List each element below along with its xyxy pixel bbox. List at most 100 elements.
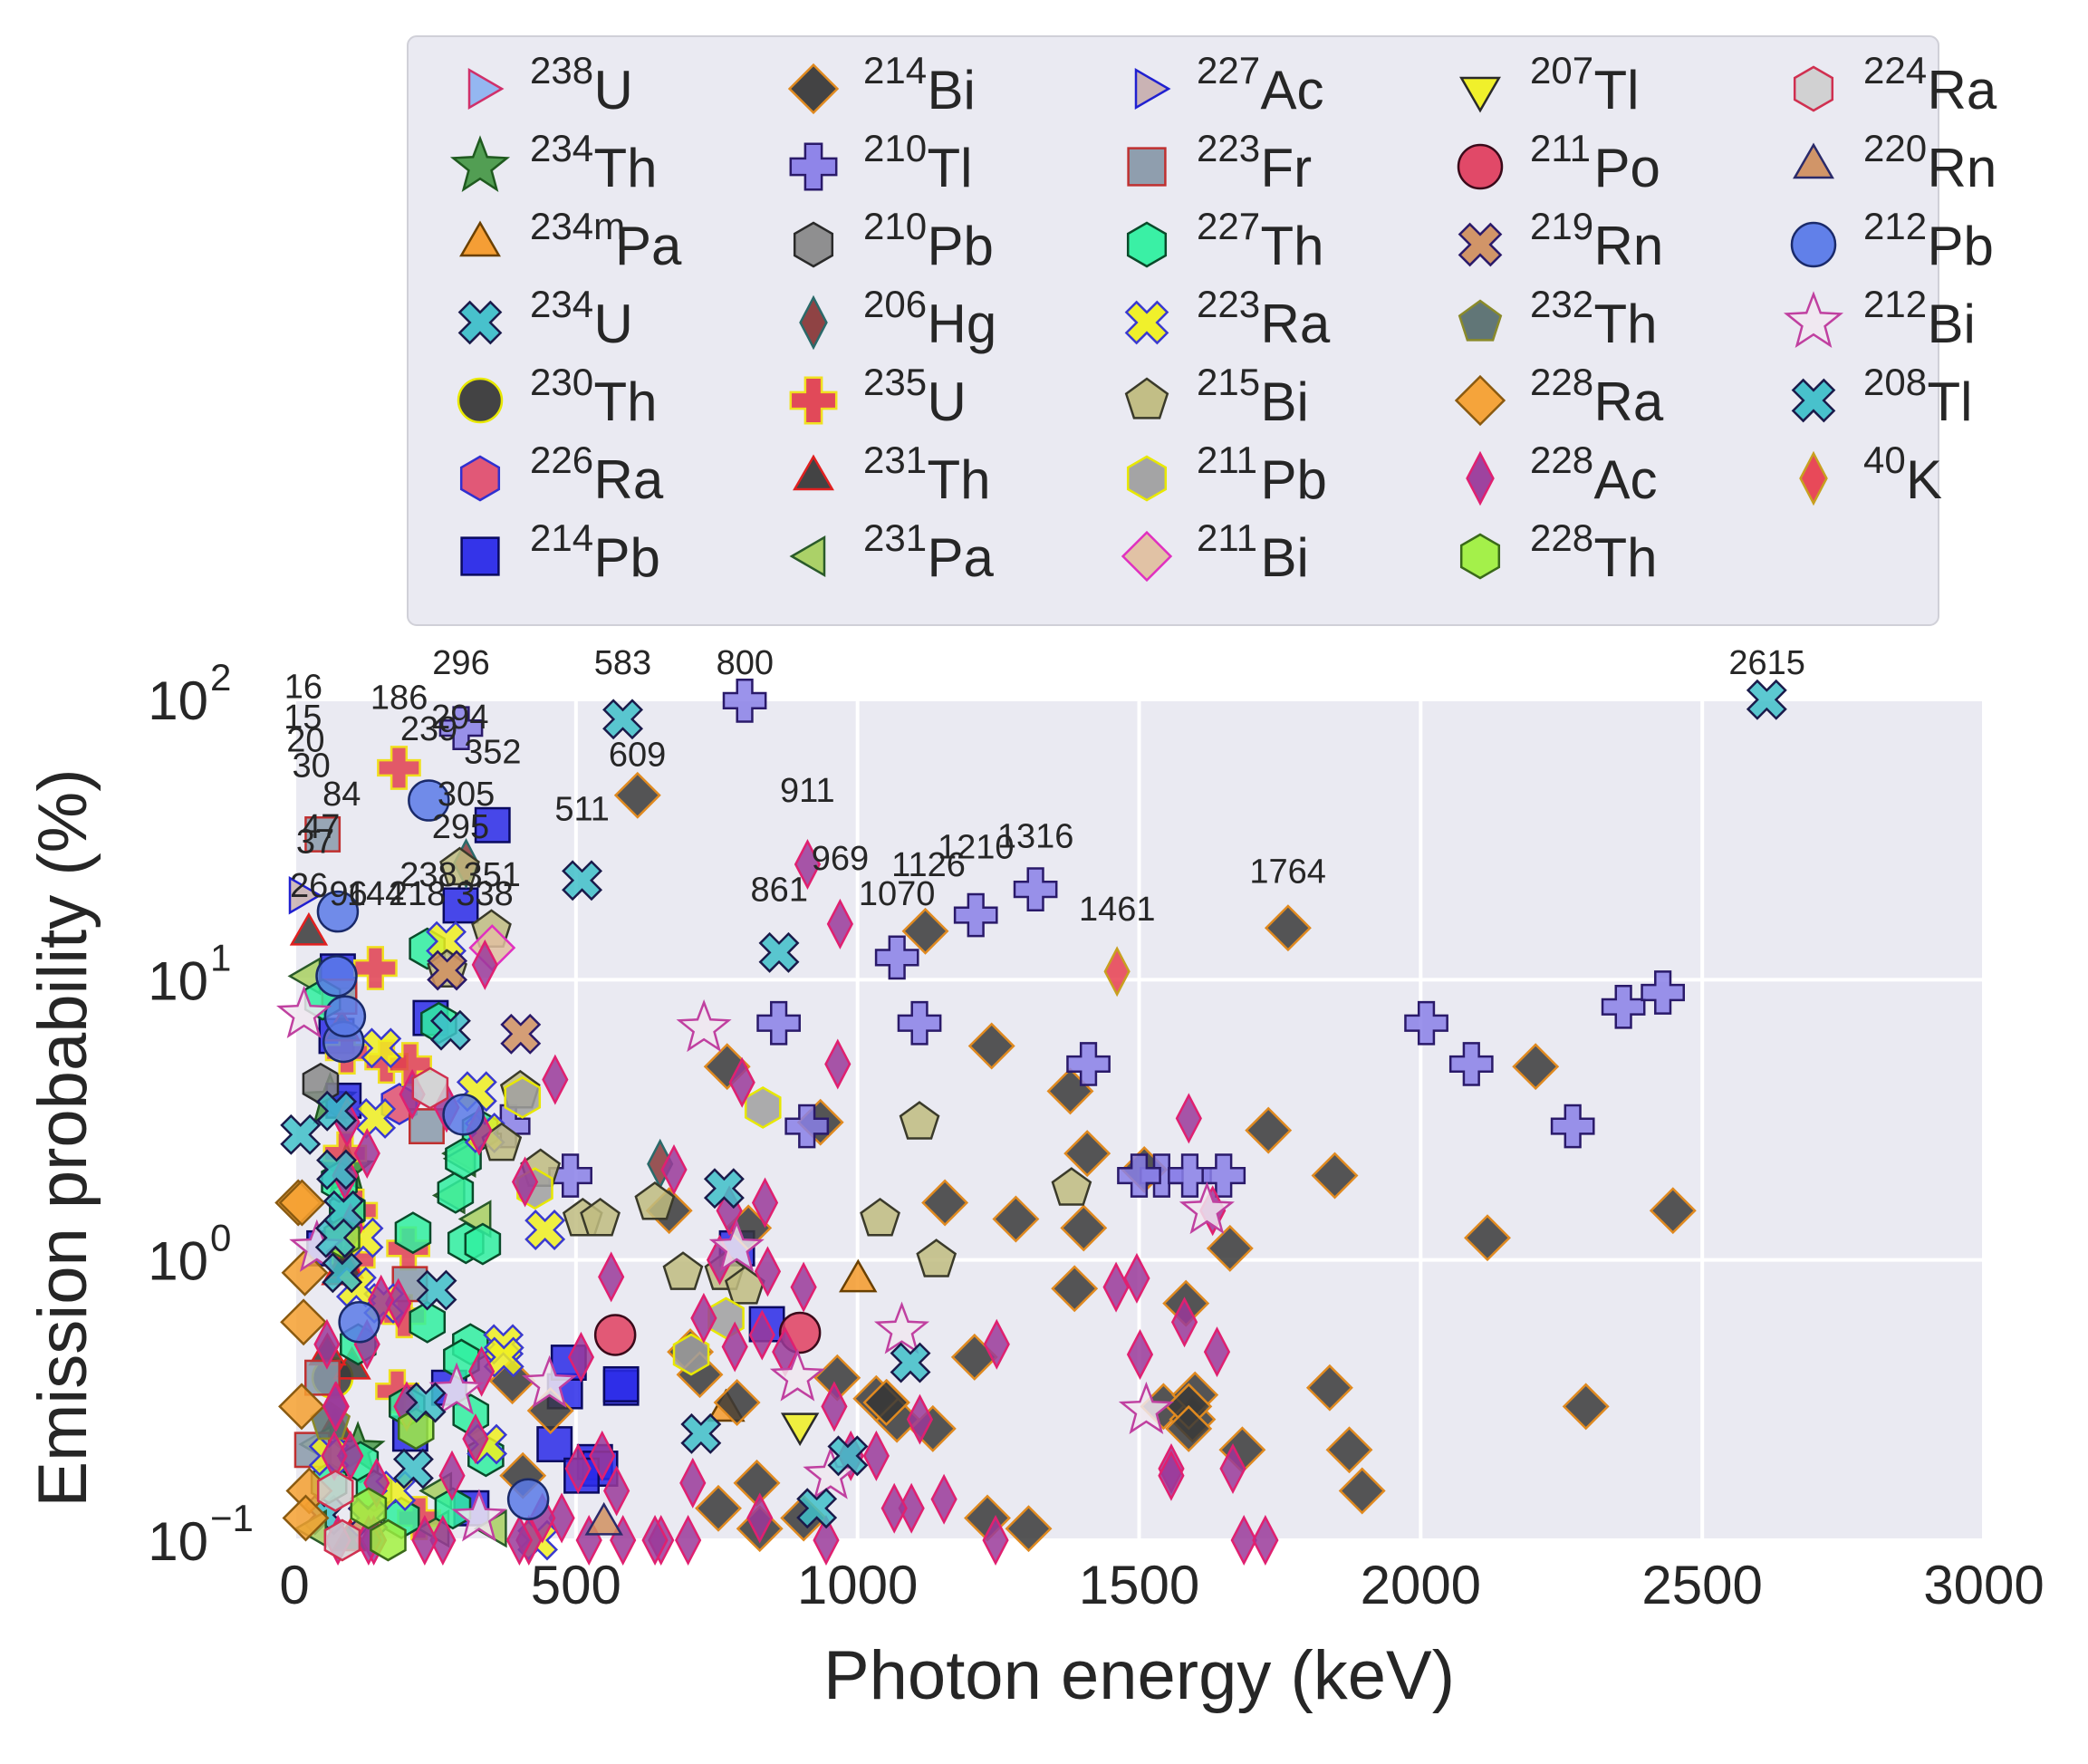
- data-point-228Ac: [728, 1056, 755, 1108]
- peak-label: 2615: [1728, 644, 1805, 682]
- data-point-224Ra: [323, 1518, 361, 1562]
- legend-item-211Po: 211 Po: [1457, 127, 1660, 198]
- legend-marker: [1790, 221, 1837, 268]
- legend-label-sup: 234: [530, 283, 593, 325]
- legend-label-sup: 234: [530, 127, 593, 169]
- legend-label: Tl: [1928, 371, 1973, 432]
- data-point-228Ac: [564, 1443, 592, 1495]
- data-point-40K: [1103, 946, 1131, 998]
- legend-label-sup: 214: [530, 516, 593, 559]
- peak-label: 609: [609, 736, 666, 774]
- data-point-208Tl: [405, 1382, 447, 1423]
- legend-label-sup: 235: [863, 361, 927, 403]
- peak-label: 84: [322, 776, 361, 814]
- data-point-228Ac: [1252, 1514, 1279, 1566]
- x-tick-label: 1500: [1079, 1555, 1199, 1615]
- data-point-223Ra: [483, 1336, 524, 1378]
- data-point-211Pb: [504, 1075, 542, 1119]
- data-point-228Ac: [1219, 1443, 1246, 1495]
- data-point-214Bi: [1562, 1383, 1610, 1431]
- data-point-228Ac: [790, 1261, 817, 1313]
- data-point-228Ac: [826, 898, 854, 949]
- legend-marker: [460, 536, 500, 576]
- peak-label: 96: [330, 875, 368, 913]
- data-point-224Ra: [316, 1470, 354, 1512]
- data-point-228Ac: [1102, 1261, 1130, 1313]
- data-point-212Bi: [873, 1301, 930, 1354]
- legend-label-sup: 228: [1530, 361, 1593, 403]
- legend-label: U: [594, 294, 633, 354]
- data-point-228Ac: [983, 1318, 1010, 1370]
- peak-label: 20: [286, 721, 324, 759]
- legend-marker: [1793, 142, 1834, 179]
- legend-label: Bi: [928, 60, 976, 120]
- peak-label: 511: [554, 791, 610, 829]
- data-point-210Tl: [1641, 970, 1685, 1015]
- data-point-212Pb: [442, 1094, 485, 1136]
- data-point-228Ac: [603, 1465, 630, 1517]
- legend-item-208Tl: 208 Tl: [1791, 361, 1973, 432]
- legend-item-223Fr: 223 Fr: [1127, 127, 1312, 198]
- legend-label-sup: 227: [1197, 49, 1260, 92]
- data-point-214Bi: [813, 1354, 861, 1402]
- data-point-214Bi: [901, 907, 949, 955]
- peak-label: 338: [456, 875, 513, 913]
- legend-label-sup: 223: [1197, 127, 1260, 169]
- legend-label: U: [594, 60, 633, 120]
- legend-item-238U: 238 U: [467, 49, 633, 120]
- data-point-228Ac: [1123, 1252, 1150, 1304]
- legend-label: Pb: [594, 527, 660, 588]
- legend-marker: [457, 300, 503, 345]
- data-point-214Bi: [1218, 1426, 1266, 1474]
- data-point-227Th: [464, 1222, 502, 1266]
- legend-label-sup: 220: [1863, 127, 1927, 169]
- data-point-228Ac: [313, 1318, 341, 1370]
- data-point-210Tl: [897, 1000, 942, 1046]
- data-point-208Tl: [703, 1168, 745, 1210]
- legend-label: Ra: [1594, 371, 1664, 432]
- legend-marker: [1459, 533, 1501, 580]
- peak-label: 37: [296, 823, 334, 861]
- data-point-211Pb: [744, 1085, 782, 1129]
- legend-marker: [1121, 530, 1173, 583]
- legend-label-sup: 206: [863, 283, 927, 325]
- legend-label: U: [928, 371, 967, 432]
- legend-label: Hg: [928, 294, 997, 354]
- legend-marker: [1126, 221, 1168, 268]
- data-point-210Tl: [722, 679, 767, 723]
- legend-label: Ac: [1594, 449, 1658, 510]
- legend-item-231Th: 231 Th: [793, 439, 991, 510]
- legend-label-sup: 212: [1863, 205, 1927, 247]
- data-point-210Tl: [1201, 1153, 1246, 1198]
- peak-label: 294: [431, 699, 488, 737]
- data-point-228Ac: [641, 1514, 669, 1566]
- data-point-215Bi: [439, 846, 480, 886]
- legend-marker: [1466, 450, 1495, 506]
- legend-label-sup: 211: [1197, 516, 1257, 559]
- peak-label: 911: [780, 772, 835, 810]
- data-point-235U: [377, 746, 421, 790]
- y-tick-label: 10: [148, 950, 208, 1011]
- data-point-228Ac: [322, 1381, 349, 1432]
- peak-label: 583: [594, 644, 651, 682]
- legend-label: Th: [594, 138, 658, 198]
- data-point-208Tl: [429, 1009, 471, 1051]
- legend-item-214Pb: 214 Pb: [460, 516, 660, 588]
- data-point-228Ac: [930, 1473, 957, 1525]
- data-point-210Tl: [1168, 1153, 1212, 1198]
- data-point-210Tl: [1448, 1042, 1494, 1086]
- legend-label: Bi: [1261, 527, 1309, 588]
- data-point-228Ra: [280, 1298, 328, 1346]
- data-point-212Bi: [1179, 1181, 1235, 1235]
- data-point-228Ac: [548, 1492, 575, 1544]
- data-point-208Tl: [796, 1488, 838, 1529]
- data-point-228Ac: [679, 1457, 707, 1509]
- peak-label: 186: [370, 680, 428, 718]
- legend-item-228Ra: 228 Ra: [1454, 361, 1664, 432]
- data-point-214Pb: [602, 1365, 640, 1403]
- data-point-212Pb: [315, 955, 358, 998]
- data-point-215Bi: [916, 1239, 957, 1277]
- legend-item-219Rn: 219 Rn: [1458, 205, 1663, 276]
